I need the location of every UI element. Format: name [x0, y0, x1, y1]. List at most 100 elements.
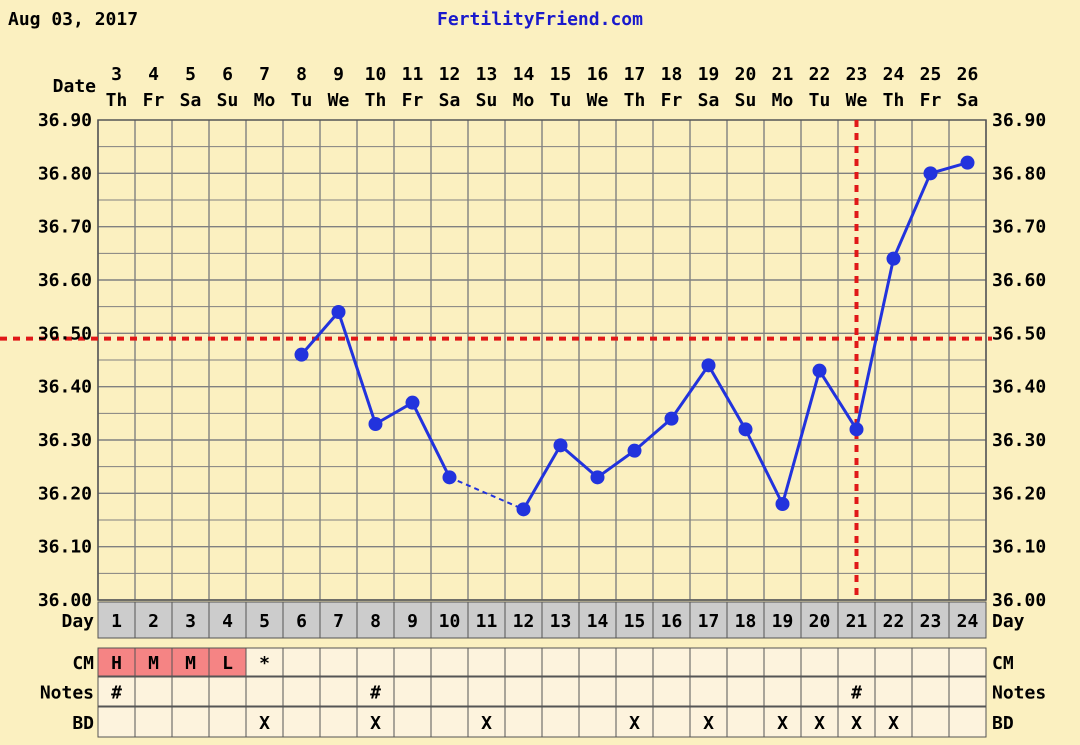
day-row-cell-text: 1	[111, 611, 122, 632]
day-row-cell	[393, 601, 432, 639]
temperature-line-segment	[522, 444, 562, 511]
notes-row-cell	[948, 676, 987, 707]
temperature-point	[664, 411, 679, 426]
bd-row-cell	[430, 706, 469, 738]
bd-row-cell-text: X	[888, 713, 899, 734]
notes-row-cell	[208, 676, 247, 707]
date-tick-label: 4	[148, 64, 159, 85]
cm-row-cell-text: H	[111, 653, 122, 674]
cm-row-cell	[874, 647, 913, 677]
date-tick-label: 8	[296, 64, 307, 85]
temperature-gap-line	[449, 476, 524, 511]
notes-row-cell	[763, 676, 802, 707]
weekday-tick-label: Su	[476, 90, 498, 111]
notes-row-cell	[504, 676, 543, 707]
notes-row-cell	[541, 676, 580, 707]
day-row-cell	[911, 601, 950, 639]
bd-row-cell-text: X	[259, 713, 270, 734]
weekday-tick-label: Su	[217, 90, 239, 111]
cm-row-cell	[541, 647, 580, 677]
bd-row-cell	[467, 706, 506, 738]
cm-row-cell	[504, 647, 543, 677]
day-row-cell-text: 18	[735, 611, 757, 632]
day-row-cell	[319, 601, 358, 639]
day-row-cell	[948, 601, 987, 639]
cm-row-cell	[208, 647, 247, 677]
bd-row-cell-text: X	[629, 713, 640, 734]
cm-row-cell-text: L	[222, 653, 233, 674]
day-row-cell	[689, 601, 728, 639]
series-layer	[294, 155, 975, 517]
cm-row-cell	[171, 647, 210, 677]
y-tick-label-left: 36.00	[38, 590, 92, 611]
temperature-line-segment	[818, 369, 858, 431]
cm-row-label: CM	[72, 653, 94, 674]
site-link[interactable]: FertilityFriend.com	[437, 9, 643, 30]
cm-row-cell	[393, 647, 432, 677]
y-tick-label-left: 36.90	[38, 110, 92, 131]
date-tick-label: 24	[883, 64, 905, 85]
notes-row-cell	[393, 676, 432, 707]
cm-row-cell	[911, 647, 950, 677]
bd-row-cell	[208, 706, 247, 738]
day-row-cell-text: 5	[259, 611, 270, 632]
temperature-point	[886, 251, 901, 266]
weekday-tick-label: Sa	[439, 90, 461, 111]
bd-row-cell-text: X	[703, 713, 714, 734]
bd-row-label: BD	[72, 713, 94, 734]
day-row-cell-text: 6	[296, 611, 307, 632]
y-tick-label-right: 36.30	[992, 430, 1046, 451]
cm-row-cell	[763, 647, 802, 677]
weekday-tick-label: Fr	[402, 90, 424, 111]
day-row-cell	[134, 601, 173, 639]
cm-row-cell	[467, 647, 506, 677]
bd-row-cell	[504, 706, 543, 738]
weekday-tick-label: Th	[365, 90, 387, 111]
bd-row-cell	[319, 706, 358, 738]
date-tick-label: 12	[439, 64, 461, 85]
temperature-line-segment	[855, 258, 895, 430]
day-row-cell	[430, 601, 469, 639]
temperature-line-segment	[892, 172, 932, 260]
date-row-label: Date	[53, 76, 97, 97]
y-tick-label-right: 36.80	[992, 163, 1046, 184]
bd-row-cell-text: X	[777, 713, 788, 734]
temperature-line-segment	[781, 370, 821, 505]
cm-row-cell	[652, 647, 691, 677]
bd-row-cell	[134, 706, 173, 738]
y-tick-label-left: 36.70	[38, 217, 92, 238]
y-tick-label-right: 36.10	[992, 537, 1046, 558]
date-tick-label: 20	[735, 64, 757, 85]
temperature-line-segment	[744, 428, 784, 505]
date-tick-label: 5	[185, 64, 196, 85]
temperature-line-segment	[374, 401, 414, 426]
y-tick-label-left: 36.50	[38, 323, 92, 344]
notes-row-cell	[615, 676, 654, 707]
date-tick-label: 3	[111, 64, 122, 85]
notes-row-cell	[319, 676, 358, 707]
day-row-cell	[356, 601, 395, 639]
weekday-tick-label: Mo	[513, 90, 535, 111]
date-tick-label: 18	[661, 64, 683, 85]
day-row-cell	[245, 601, 284, 639]
temperature-line-segment	[596, 449, 636, 479]
bd-row-cell	[689, 706, 728, 738]
bd-row-cell	[393, 706, 432, 738]
temperature-point	[442, 470, 457, 485]
temperature-point	[331, 305, 346, 319]
cm-row-cell	[282, 647, 321, 677]
temperature-point	[923, 166, 938, 181]
cm-row-cell	[800, 647, 839, 677]
temperature-point	[368, 417, 383, 431]
temperature-line-segment	[411, 402, 451, 478]
notes-row-cell	[171, 676, 210, 707]
notes-row-cell-text: #	[851, 683, 862, 704]
temperature-point	[590, 470, 605, 485]
bd-row-cell-text: X	[851, 713, 862, 734]
cm-row-cell	[615, 647, 654, 677]
date-tick-label: 14	[513, 64, 535, 85]
bd-row-cell	[763, 706, 802, 738]
bd-row-cell	[171, 706, 210, 738]
notes-row-cell	[874, 676, 913, 707]
